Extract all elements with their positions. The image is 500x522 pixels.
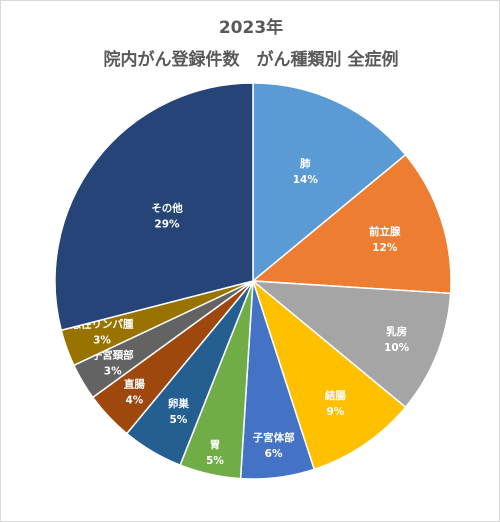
slice-percent-label: 3% (93, 335, 111, 347)
slice-name-label: その他 (151, 201, 183, 214)
chart-title-main: 院内がん登録件数 がん種類別 全症例 (103, 50, 399, 70)
slice-percent-label: 5% (169, 414, 187, 426)
pie-slice (54, 82, 254, 332)
slice-name-label: 肺 (300, 157, 311, 170)
slice-percent-label: 9% (326, 406, 344, 418)
chart-title-year: 2023年 (218, 18, 284, 38)
slice-name-label: 前立腺 (369, 225, 401, 238)
pie-slice (251, 153, 452, 295)
slice-percent-label: 14% (293, 174, 319, 186)
slice-name-label: 子宮体部 (253, 431, 295, 444)
slice-percent-label: 12% (372, 242, 398, 254)
pie-slice (251, 278, 407, 471)
slice-name-label: 乳房 (386, 325, 407, 338)
slice-name-label: 卵巣 (168, 397, 189, 410)
slice-name-label: 結腸 (325, 389, 346, 402)
slice-percent-label: 5% (206, 455, 224, 467)
slice-percent-label: 10% (384, 342, 410, 354)
slice-percent-label: 29% (154, 218, 180, 230)
slice-percent-label: 3% (104, 366, 122, 378)
pie-slice (252, 82, 407, 283)
slice-name-label: 直腸 (124, 378, 145, 391)
slice-name-label: 胃 (210, 439, 221, 451)
slice-percent-label: 4% (125, 395, 143, 407)
slice-percent-label: 6% (265, 448, 283, 460)
pie-slice (250, 280, 452, 409)
